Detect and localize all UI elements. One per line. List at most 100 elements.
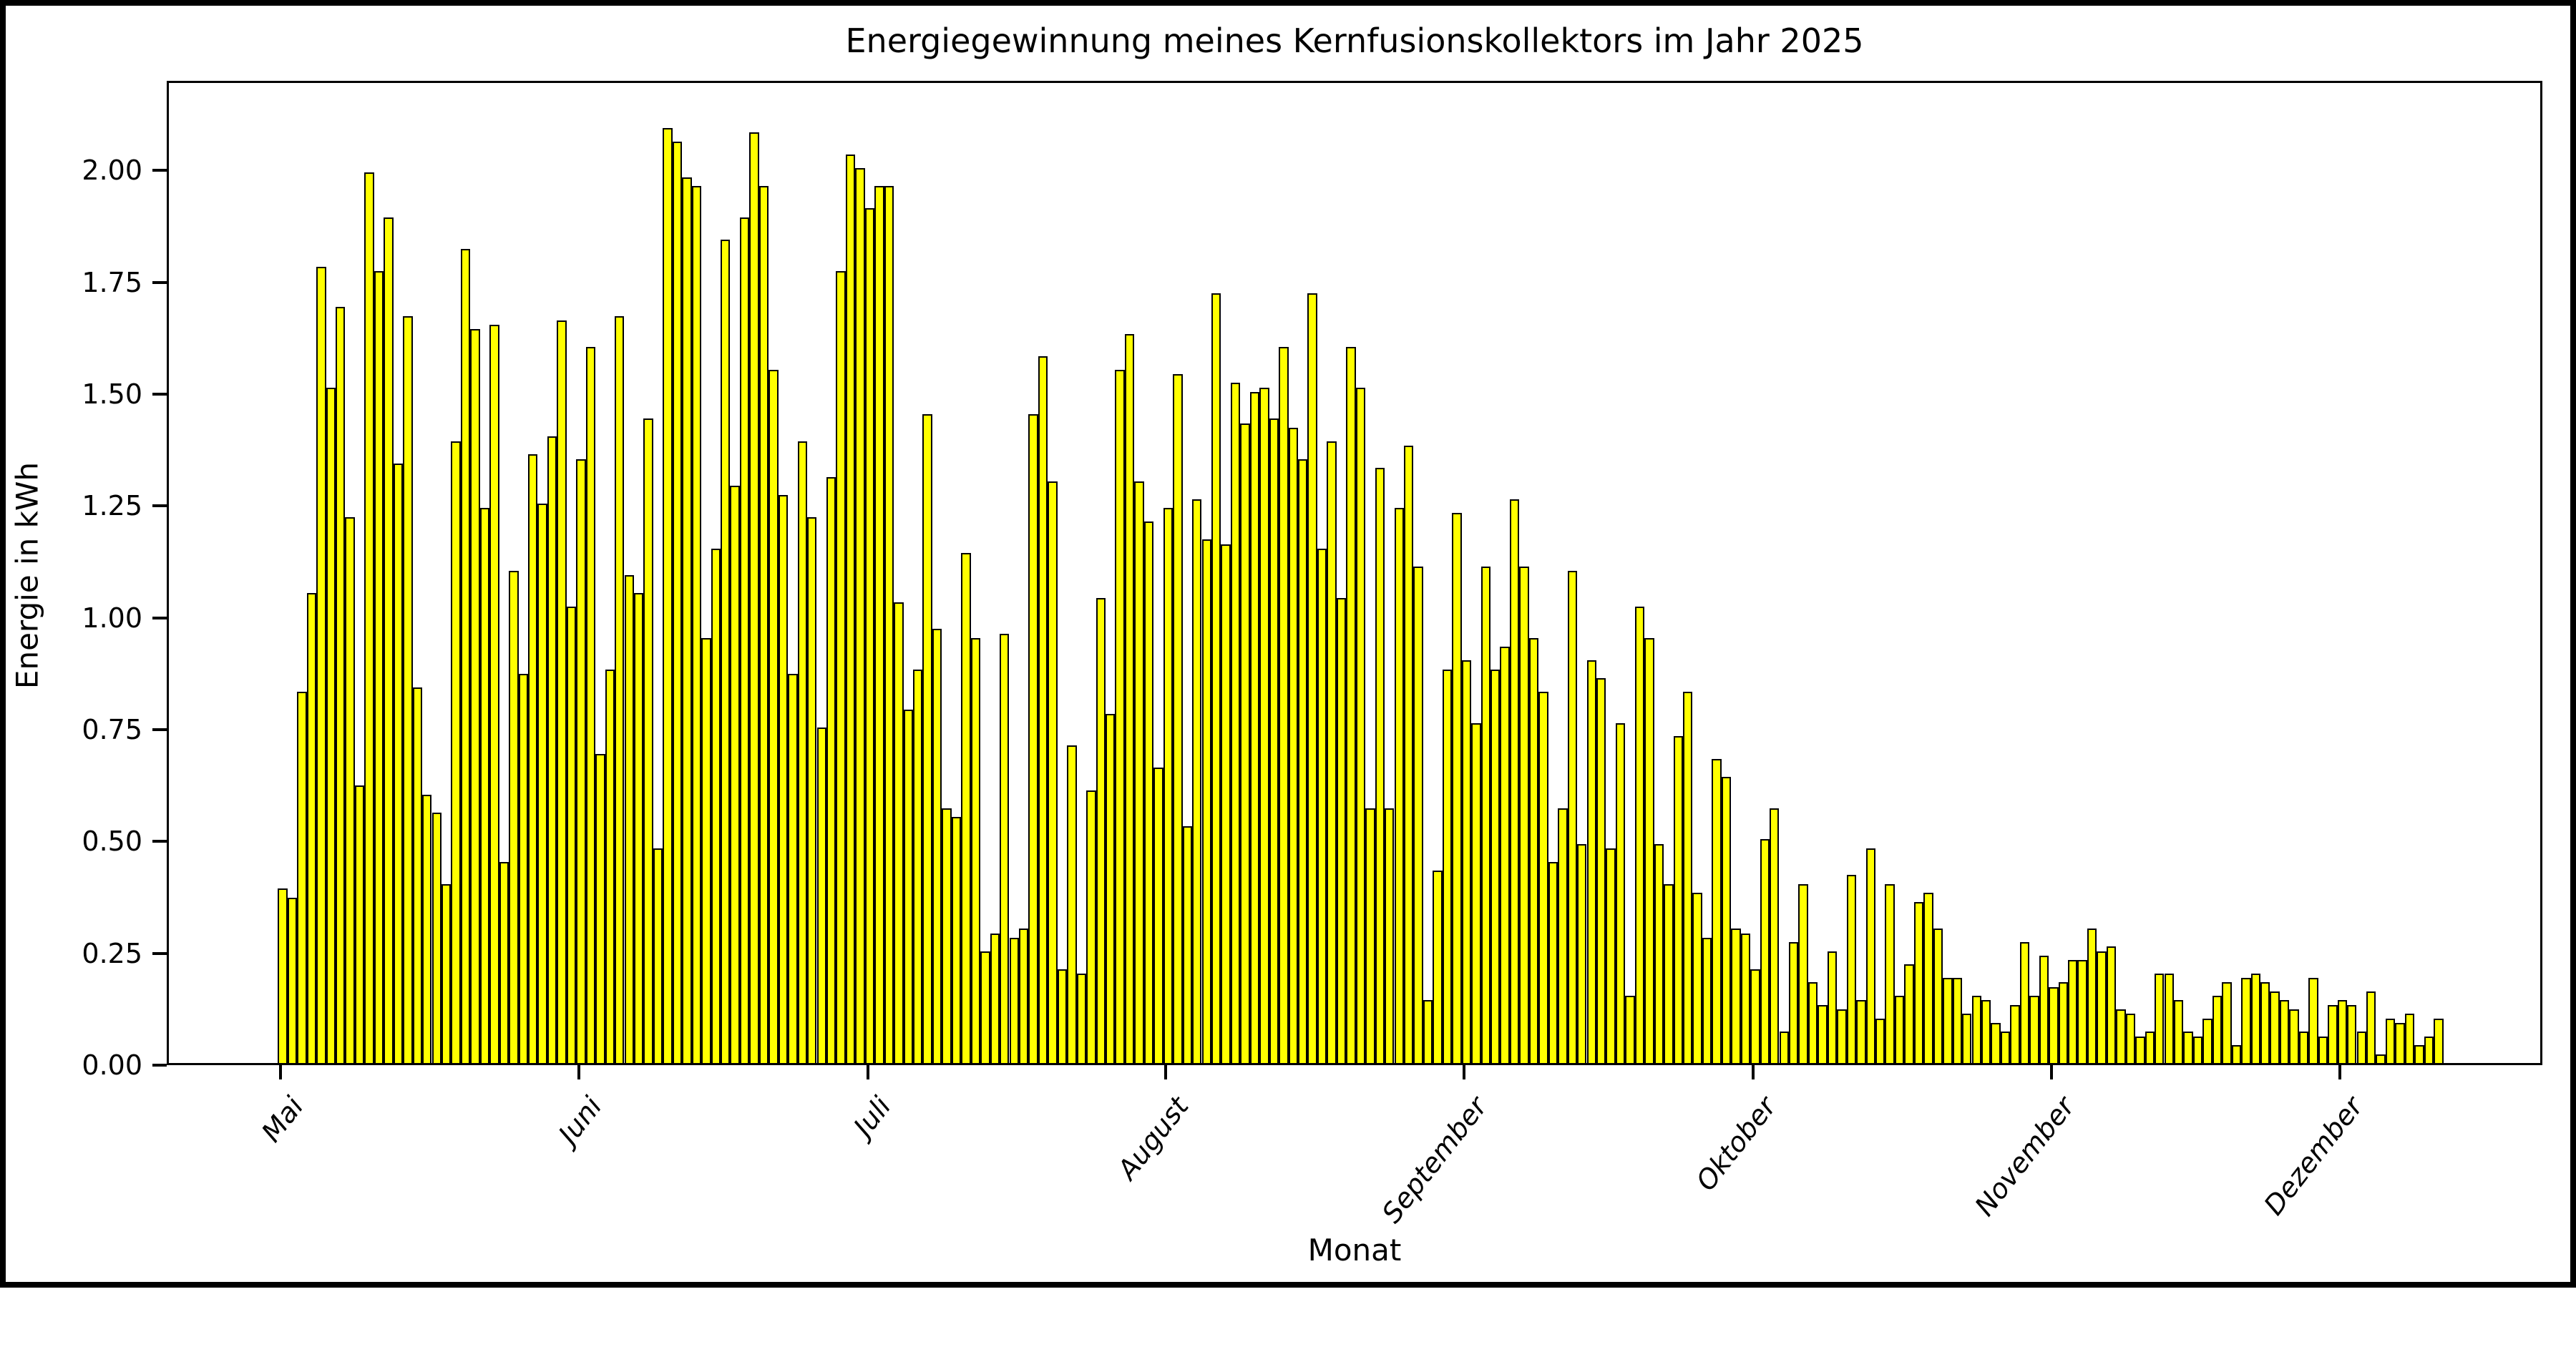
bar (1846, 875, 1857, 1063)
bar (778, 494, 789, 1063)
bar (749, 132, 759, 1063)
bar (1433, 871, 1443, 1063)
bar (1586, 660, 1596, 1063)
bar (1192, 499, 1202, 1063)
bar (874, 186, 884, 1063)
bar (2308, 978, 2318, 1063)
x-tick-mark (1751, 1065, 1755, 1079)
bar (1163, 508, 1174, 1063)
bar (1827, 951, 1838, 1063)
bar (354, 785, 365, 1063)
bar (479, 508, 490, 1063)
bar (1750, 969, 1760, 1063)
bar (2097, 951, 2107, 1063)
bar (2337, 1000, 2348, 1063)
bar (528, 454, 538, 1063)
bar (306, 593, 317, 1063)
bar (1509, 499, 1520, 1063)
y-tick-mark (152, 392, 167, 396)
bar (894, 602, 904, 1063)
bar (1336, 597, 1347, 1063)
bar (2087, 929, 2097, 1063)
bar (2231, 1045, 2242, 1063)
bar (2049, 986, 2059, 1063)
bar (2039, 955, 2049, 1063)
bar (1779, 1032, 1789, 1063)
bar (1298, 459, 1308, 1063)
y-tick-mark (152, 616, 167, 619)
bar (1981, 1000, 1991, 1063)
chart-title: Energiegewinnung meines Kernfusionskolle… (845, 21, 1864, 60)
bar (1760, 839, 1770, 1063)
x-tick-label: November (1968, 1091, 2081, 1222)
bar (701, 637, 711, 1063)
bar (1528, 637, 1539, 1063)
bar (624, 575, 634, 1063)
bar (1355, 387, 1366, 1063)
bar (1385, 808, 1395, 1063)
bar (1923, 893, 1933, 1063)
bar (1153, 768, 1163, 1063)
bar (595, 754, 605, 1063)
bar (1933, 929, 1943, 1063)
bar (1500, 647, 1510, 1063)
bar (1086, 790, 1096, 1063)
bar (605, 669, 615, 1063)
bar (2279, 1000, 2290, 1063)
bar (1076, 973, 1087, 1063)
bar (1394, 508, 1404, 1063)
bar (1798, 883, 1808, 1063)
bar (1038, 356, 1048, 1063)
y-tick-label: 1.25 (82, 490, 142, 522)
bar (2155, 973, 2165, 1063)
bar (1018, 929, 1029, 1063)
y-tick-label: 1.75 (82, 266, 142, 298)
x-tick-label: Mai (255, 1091, 310, 1148)
x-tick-mark (279, 1065, 282, 1079)
bar (1712, 758, 1722, 1063)
bar (287, 897, 298, 1063)
bar (1943, 978, 1953, 1063)
bar (1365, 808, 1375, 1063)
bar (1904, 964, 1914, 1063)
bar (1692, 893, 1702, 1063)
bar (1115, 369, 1125, 1063)
bar (913, 669, 923, 1063)
bar (1346, 347, 1356, 1063)
bar (2347, 1004, 2357, 1063)
bar (2106, 946, 2117, 1063)
bar (990, 933, 1000, 1063)
bar (1538, 691, 1548, 1063)
bar (1913, 901, 1924, 1063)
bar (1173, 373, 1183, 1063)
bar (557, 320, 567, 1063)
bar (1740, 933, 1751, 1063)
bar (884, 186, 894, 1063)
bar (633, 593, 644, 1063)
bar (942, 808, 952, 1063)
bar (1461, 660, 1472, 1063)
bar (1000, 633, 1010, 1063)
bar (2260, 982, 2270, 1063)
bar (1731, 929, 1741, 1063)
bar (951, 817, 962, 1063)
y-tick-mark (152, 169, 167, 172)
bar (489, 325, 499, 1063)
bar (2058, 982, 2068, 1063)
bar (2356, 1032, 2366, 1063)
bar (1288, 427, 1298, 1063)
bar (576, 459, 586, 1063)
bar (2385, 1018, 2396, 1063)
bar (1480, 566, 1491, 1063)
bar (547, 436, 557, 1063)
bar (816, 727, 826, 1063)
bar (1413, 566, 1423, 1063)
x-tick-mark (2338, 1065, 2342, 1079)
bar (807, 516, 817, 1063)
bar (788, 673, 798, 1063)
bar (518, 673, 528, 1063)
x-tick-mark (577, 1065, 580, 1079)
y-tick-mark (152, 728, 167, 731)
bar (2135, 1036, 2145, 1063)
bar (345, 516, 355, 1063)
